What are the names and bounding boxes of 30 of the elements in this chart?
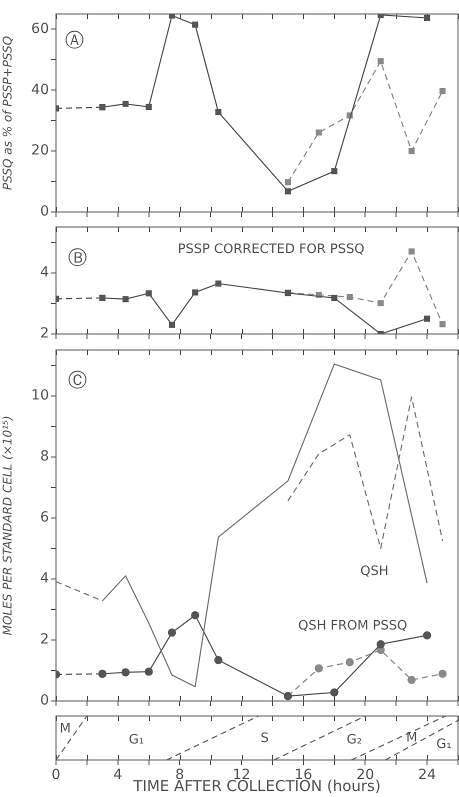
x-tick-label: 0	[52, 767, 60, 784]
y-tick-label: 10	[31, 387, 49, 404]
y-tick-label: 2	[40, 632, 49, 648]
annotation: S	[260, 730, 269, 746]
annotation: G₂	[346, 732, 362, 748]
annotation: G₁	[436, 736, 452, 752]
x-tick-label: 20	[356, 767, 374, 784]
annotation: QSH	[360, 564, 389, 579]
annotation: Ⓐ	[64, 30, 84, 52]
y-tick-label: 0	[40, 204, 49, 220]
y-tick-label: 4	[40, 264, 50, 280]
y-tick-label: 6	[40, 510, 50, 526]
x-tick-label: 4	[113, 767, 122, 784]
y-tick-label: 40	[31, 82, 49, 98]
x-tick-label: 24	[418, 767, 436, 784]
y-tick-label: 60	[31, 20, 49, 37]
y-axis-title: MOLES PER STANDARD CELL (×10¹⁵)	[0, 416, 14, 636]
y-tick-label: 20	[31, 142, 49, 159]
annotation: M	[406, 730, 418, 746]
y-tick-label: 4	[40, 570, 50, 587]
y-axis-title: PSSQ as % of PSSP+PSSQ	[0, 36, 14, 190]
y-tick-label: 2	[40, 326, 49, 342]
annotation: QSH FROM PSSQ	[298, 618, 408, 634]
annotation: G₁	[128, 732, 144, 748]
annotation: Ⓑ	[68, 247, 88, 270]
annotation: PSSP CORRECTED FOR PSSQ	[178, 242, 364, 257]
annotation: M	[60, 722, 71, 737]
annotation: Ⓒ	[68, 370, 88, 392]
y-tick-label: 0	[40, 692, 49, 709]
y-tick-label: 8	[40, 448, 49, 464]
